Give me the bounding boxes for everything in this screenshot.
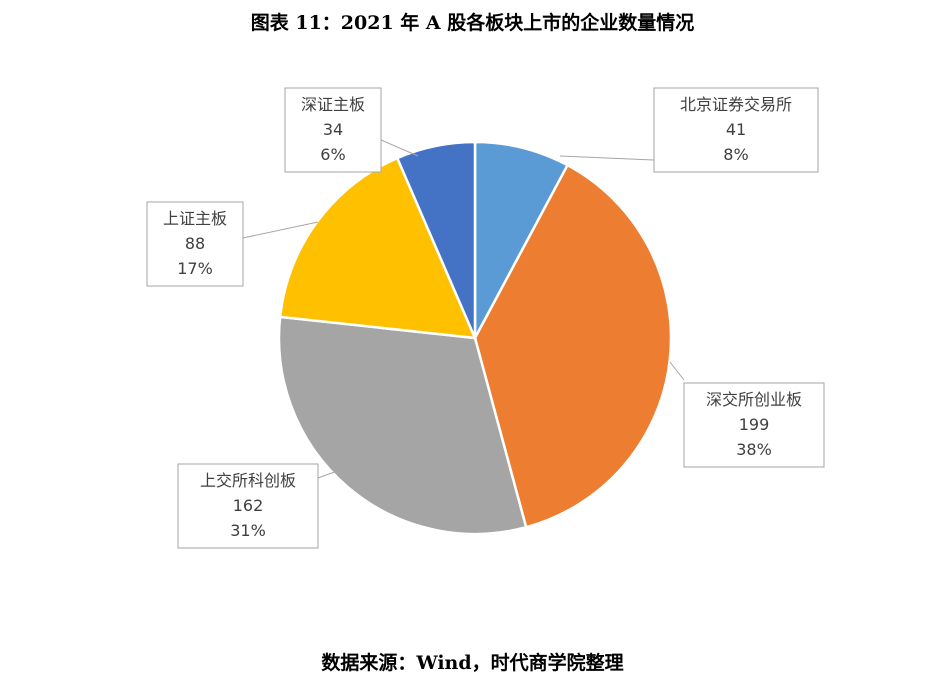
data-label-percent-1: 38%: [736, 440, 772, 459]
data-label-percent-0: 8%: [723, 145, 748, 164]
data-label-value-1: 199: [739, 415, 770, 434]
data-label-box-3: [146, 201, 244, 287]
leader-line-1: [669, 361, 685, 381]
data-label-category-4: 深证主板: [301, 95, 365, 114]
pie-slice-1: [473, 163, 673, 529]
data-label-box-2: [177, 463, 319, 549]
pie-slice-4: [395, 140, 477, 339]
data-label-category-0: 北京证券交易所: [680, 95, 792, 114]
leader-line-2: [317, 469, 341, 479]
data-label-value-0: 41: [726, 120, 746, 139]
leader-line-4: [380, 139, 419, 157]
data-label-value-4: 34: [323, 120, 343, 139]
data-label-category-1: 深交所创业板: [706, 390, 802, 409]
data-source-note: 数据来源：Wind，时代商学院整理: [321, 652, 624, 674]
data-label-percent-2: 31%: [230, 521, 266, 540]
data-label-value-3: 88: [185, 234, 205, 253]
data-label-percent-3: 17%: [177, 259, 213, 278]
leader-line-3: [242, 221, 319, 239]
pie-slice-0: [473, 140, 570, 339]
pie-slice-2: [277, 315, 528, 536]
data-label-box-1: [683, 382, 825, 468]
chart-title: 图表 11：2021 年 A 股各板块上市的企业数量情况: [250, 12, 695, 34]
data-label-percent-4: 6%: [320, 145, 345, 164]
data-label-box-0: [653, 87, 819, 173]
data-label-value-2: 162: [233, 496, 264, 515]
data-label-box-4: [284, 87, 382, 173]
data-label-category-3: 上证主板: [163, 209, 227, 228]
leader-line-0: [559, 155, 655, 161]
data-label-category-2: 上交所科创板: [200, 471, 296, 490]
